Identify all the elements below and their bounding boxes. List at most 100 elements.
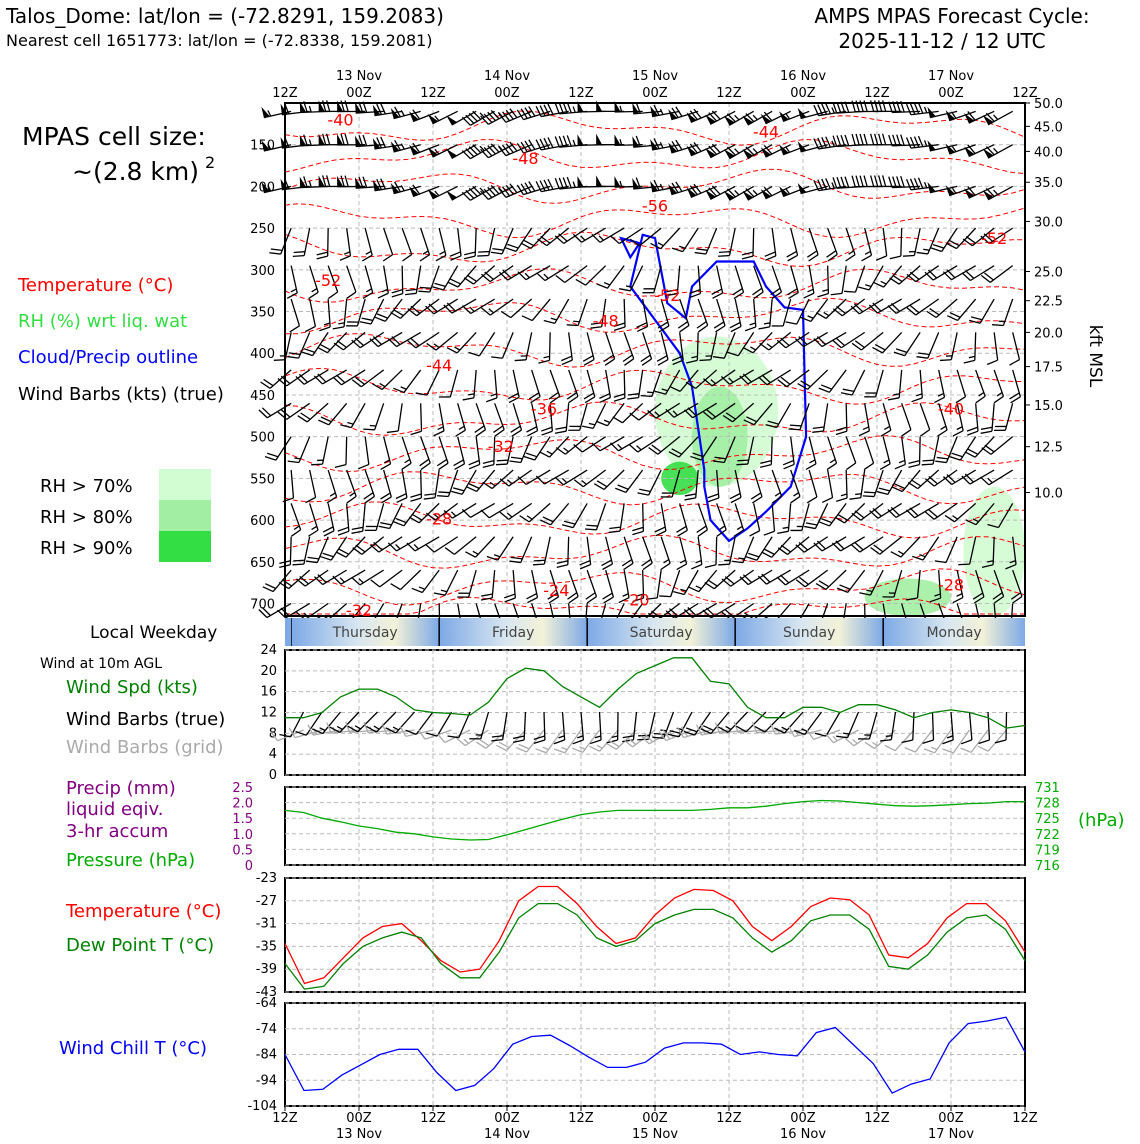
pressure-tick-label: 400 [250,347,275,362]
barb-half-feather [738,558,744,559]
kft-tick-label: 45.0 [1034,120,1063,135]
barb-staff [649,712,655,739]
barb-full-feather [585,529,596,530]
barb-staff [765,712,785,732]
kft-tick-label: 35.0 [1034,176,1063,191]
barb-full-feather [271,249,282,250]
wind-speed-tick-label: 12 [260,706,277,721]
barb-staff [933,712,934,740]
kft-tick-label: 20.0 [1034,326,1063,341]
rh-80-swatch [159,500,211,531]
barb-half-feather [931,747,937,749]
barb-half-feather [853,739,858,743]
local-weekday-label: Local Weekday [90,623,217,643]
cell-size-exponent: 2 [205,153,215,172]
bottom-time-tick-label: 12Z [272,1111,298,1126]
pressure-tick-label: 728 [1035,797,1060,812]
precip-label-1: Precip (mm) [66,778,176,799]
barb-staff [568,537,569,565]
barb-full-feather [718,256,729,257]
barb-full-feather [719,252,730,253]
barb-half-feather [338,323,344,324]
barb-full-feather [534,560,545,561]
true-wind-barb [590,712,601,744]
top-time-tick-label: 00Z [494,86,520,101]
barb-full-feather [940,360,951,361]
temperature-contour-label: -28 [426,509,452,528]
kft-axis-label: kft MSL [1085,325,1105,388]
pressure-tick-label: 550 [250,472,275,487]
true-wind-barb [836,712,858,738]
bottom-date-label: 13 Nov [336,1127,382,1140]
barb-full-feather [492,736,503,737]
pressure-tick-label: 650 [250,556,275,571]
rh-legend: RH > 70% RH > 80% RH > 90% [40,469,211,562]
true-wind-barb [534,712,545,743]
true-wind-barb [366,712,396,732]
barb-full-feather [958,564,969,565]
barb-full-feather [641,396,652,397]
top-time-tick-label: 00Z [938,86,964,101]
barb-staff [753,228,754,256]
pressure-tick-label: 350 [250,306,275,321]
barb-full-feather [382,724,387,734]
barb-staff [716,537,717,565]
barb-full-feather [826,734,834,742]
barb-staff [746,712,766,732]
top-date-label: 17 Nov [928,69,974,84]
kft-tick-label: 10.0 [1034,487,1063,502]
barb-half-feather [543,747,549,749]
wind-barbs-grid-label: Wind Barbs (grid) [66,737,224,758]
legend-temperature: Temperature (°C) [17,275,173,296]
nearest-cell: Nearest cell 1651773: lat/lon = (-72.833… [6,31,433,50]
barb-full-feather [515,360,526,361]
barb-half-feather [464,739,469,743]
wind-barbs-true-label: Wind Barbs (true) [66,709,225,730]
barb-full-feather [922,460,933,461]
barb-half-feather [855,494,861,495]
temperature-contour-label: -32 [488,437,514,456]
true-wind-barb [386,712,415,733]
top-time-tick-label: 00Z [790,86,816,101]
precip-tick-label: 1.0 [232,828,253,843]
temperature-contour-label: -32 [346,601,372,620]
barb-full-feather [992,325,1003,326]
barb-half-feather [886,736,892,737]
barb-full-feather [478,252,489,253]
barb-full-feather [737,460,748,461]
barb-full-feather [924,749,935,753]
barb-half-feather [726,726,731,729]
temperature-contour-label: -28 [938,575,964,594]
rh-70-label: RH > 70% [40,476,133,497]
pressure-tick-label: 719 [1035,843,1060,858]
barb-full-feather [623,736,634,738]
barb-staff [421,403,422,431]
barb-full-feather [437,734,445,743]
barb-half-feather [595,736,601,738]
temperature-contour-label: -44 [426,356,452,375]
barb-staff [901,228,902,256]
temperature-tick-label: -35 [256,939,277,954]
dewpoint-label: Dew Point T (°C) [66,935,214,956]
barb-full-feather [844,291,855,292]
barb-full-feather [943,749,954,753]
pressure-tick-label: 722 [1035,828,1060,843]
precip-tick-label: 1.5 [232,812,253,827]
temperature-contour-label: -20 [623,590,649,609]
barb-full-feather [659,596,670,597]
barb-staff [728,712,747,732]
barb-staff [633,712,636,740]
top-time-tick-label: 12Z [420,86,446,101]
wind-panel: 04812162024 [260,643,1025,783]
barb-full-feather [311,464,322,465]
barb-full-feather [978,746,988,751]
temperature-contour-label: -40 [327,111,353,130]
bottom-time-tick-label: 00Z [790,1111,816,1126]
windchill-tick-label: -94 [256,1073,277,1088]
barb-full-feather [496,464,507,465]
weekday-band-start [285,618,291,646]
barb-full-feather [516,748,526,752]
barb-full-feather [864,492,875,493]
